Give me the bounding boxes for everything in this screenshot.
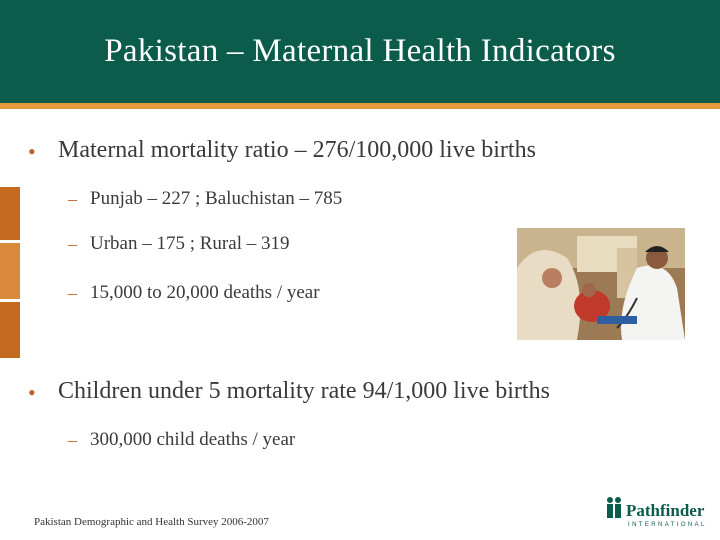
source-citation: Pakistan Demographic and Health Survey 2… [34,516,269,528]
slide-title: Pakistan – Maternal Health Indicators [104,33,616,69]
side-bar-segment [0,302,20,358]
side-bar-segment [0,187,20,240]
dash-icon: – [68,234,77,254]
bullet-2-text: Children under 5 mortality rate 94/1,000… [58,378,550,404]
sub-bullet-2-1: 300,000 child deaths / year [90,429,296,450]
sub-bullet-1-2: Urban – 175 ; Rural – 319 [90,233,290,254]
side-bar-segment [0,109,20,184]
pathfinder-logo: Pathfinder INTERNATIONAL [604,494,714,530]
logo-name: Pathfinder [626,501,705,520]
side-bar-segment [0,243,20,299]
accent-rule [0,103,720,109]
sub-bullet-1-1: Punjab – 227 ; Baluchistan – 785 [90,188,343,209]
dash-icon: – [68,283,77,303]
clinic-photo [517,228,685,340]
title-banner: Pakistan – Maternal Health Indicators [0,0,720,103]
bullet-1-text: Maternal mortality ratio – 276/100,000 l… [58,137,536,163]
sub-bullet-1-3: 15,000 to 20,000 deaths / year [90,282,320,303]
dash-icon: – [68,189,77,209]
logo-tagline: INTERNATIONAL [628,522,707,528]
slide-content: • Maternal mortality ratio – 276/100,000… [20,109,720,540]
bullet-dot-icon: • [28,139,36,164]
dash-icon: – [68,430,77,450]
bullet-dot-icon: • [28,380,36,405]
